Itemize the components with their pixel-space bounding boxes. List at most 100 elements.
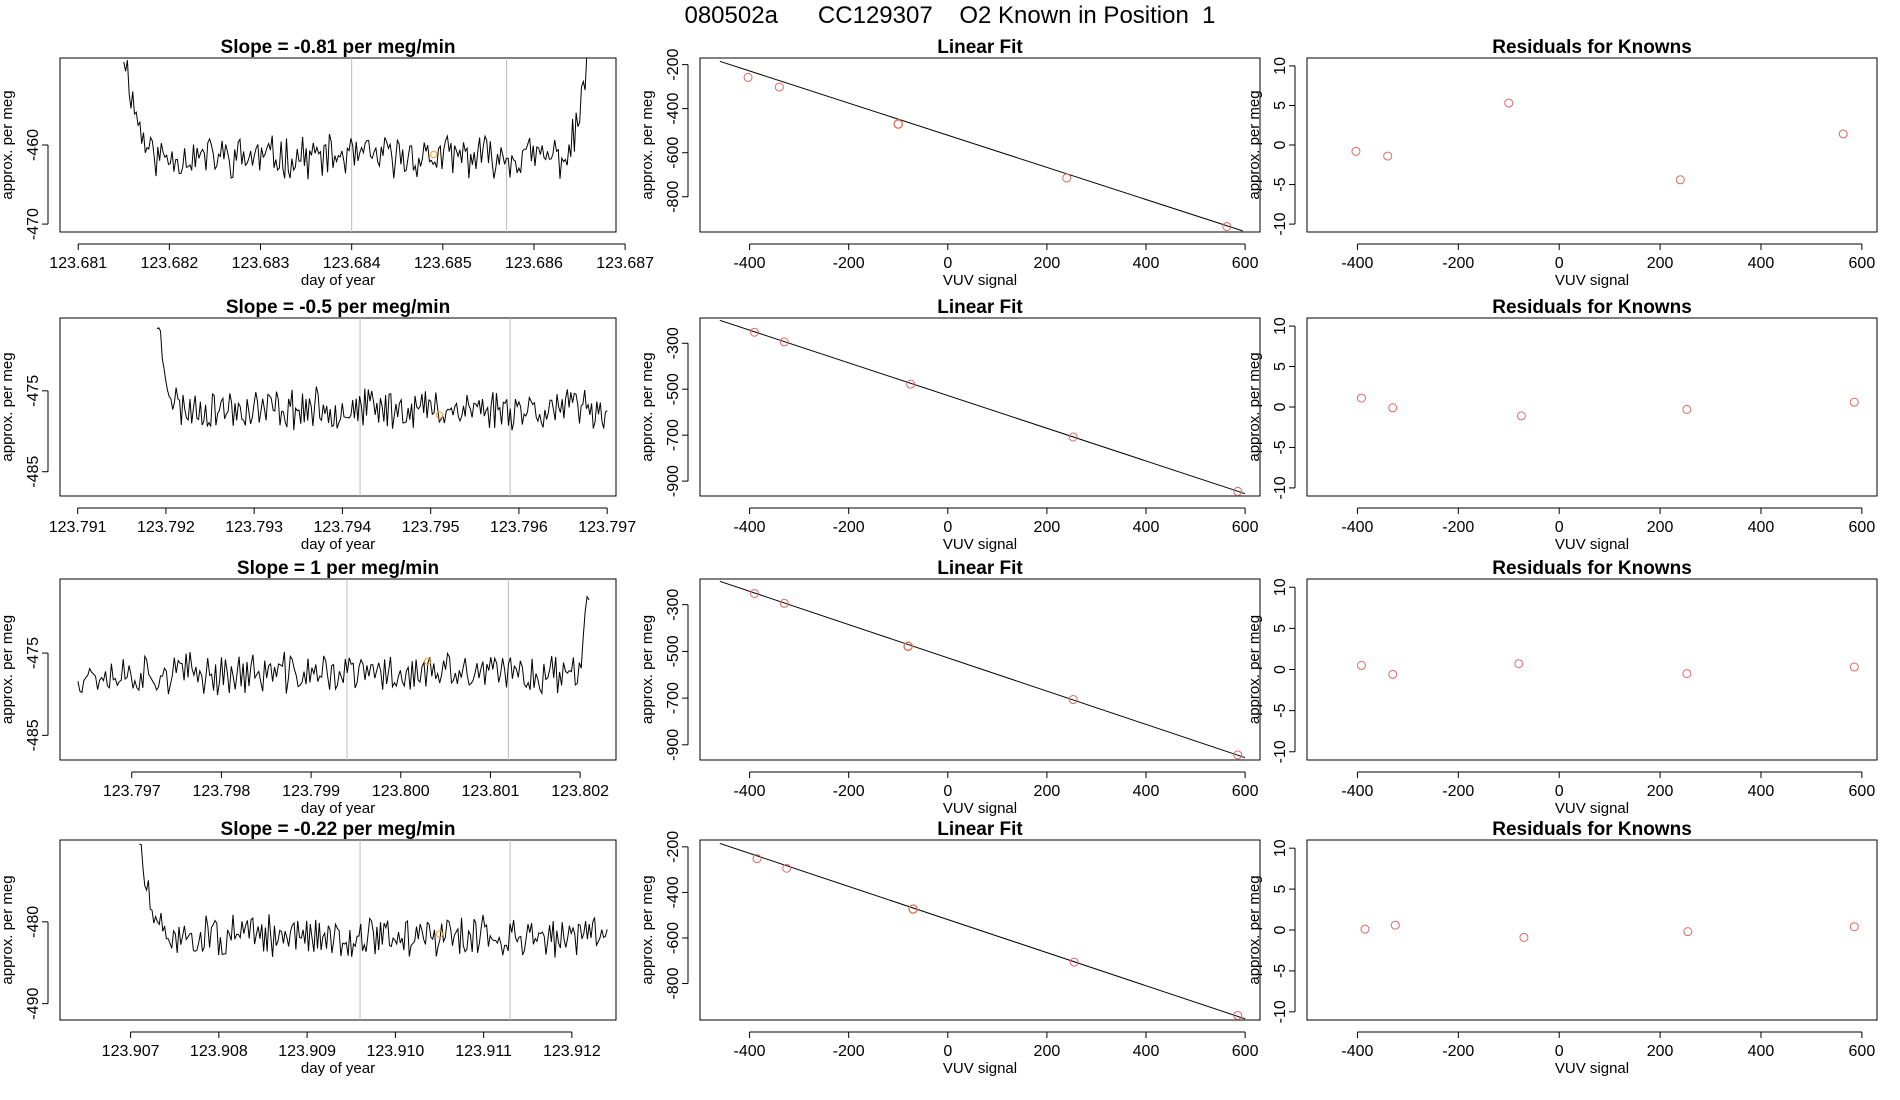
y-axis-label: approx. per meg <box>1246 352 1263 461</box>
known-point <box>1514 659 1524 669</box>
x-tick-label: 400 <box>1748 519 1775 536</box>
x-tick-label: 600 <box>1232 519 1259 536</box>
plot-frame <box>1306 578 1878 761</box>
x-tick-label: 200 <box>1034 1043 1061 1060</box>
plot-frame <box>699 317 1261 497</box>
known-point <box>1838 129 1848 139</box>
known-point <box>1356 660 1366 670</box>
plot-frame <box>59 57 617 233</box>
known-point <box>1068 432 1078 442</box>
y-tick-label: -5 <box>1272 964 1289 978</box>
x-tick-label: -400 <box>734 255 766 272</box>
x-tick-label: 600 <box>1232 255 1259 272</box>
y-axis-label: approx. per meg <box>0 615 16 724</box>
y-tick-label: -400 <box>665 876 682 908</box>
y-tick-label: -5 <box>1272 177 1289 191</box>
x-axis-label: day of year <box>301 800 375 817</box>
x-tick-label: -200 <box>833 783 865 800</box>
y-tick-label: 5 <box>1272 885 1289 894</box>
x-tick-label: 200 <box>1647 519 1674 536</box>
known-point <box>1233 486 1243 496</box>
figure-title: 080502a CC129307 O2 Known in Position 1 <box>684 2 1216 29</box>
x-tick-label: 600 <box>1232 1043 1259 1060</box>
x-axis-label: VUV signal <box>943 1060 1017 1077</box>
known-point <box>1233 750 1243 760</box>
plot-frame <box>59 317 617 497</box>
y-tick-label: 5 <box>1272 362 1289 371</box>
x-tick-label: 400 <box>1748 255 1775 272</box>
y-tick-label: -800 <box>665 181 682 213</box>
plot-frame <box>1306 317 1878 497</box>
plot-frame <box>699 57 1261 233</box>
x-tick-label: 123.681 <box>49 255 107 272</box>
x-axis-label: VUV signal <box>943 536 1017 553</box>
y-axis-label: approx. per meg <box>0 352 16 461</box>
x-tick-label: 400 <box>1748 1043 1775 1060</box>
known-point <box>1356 393 1366 403</box>
y-tick-label: -800 <box>665 967 682 999</box>
plot-frame <box>1306 839 1878 1021</box>
known-point <box>893 119 903 129</box>
x-tick-label: 123.907 <box>102 1043 160 1060</box>
plot-frame <box>59 839 617 1021</box>
x-tick-label: 123.802 <box>551 783 609 800</box>
x-tick-label: 600 <box>1849 255 1876 272</box>
plot-title: Slope = -0.81 per meg/min <box>221 37 456 58</box>
x-tick-label: 123.682 <box>140 255 198 272</box>
y-tick-label: -200 <box>665 48 682 80</box>
y-axis-label: approx. per meg <box>1246 90 1263 199</box>
y-tick-label: -900 <box>665 729 682 761</box>
y-tick-label: 5 <box>1272 624 1289 633</box>
x-tick-label: 123.794 <box>313 519 371 536</box>
known-point <box>1849 397 1859 407</box>
known-point <box>1388 669 1398 679</box>
known-point <box>903 641 913 651</box>
plot-title: Linear Fit <box>937 297 1023 318</box>
y-tick-label: -600 <box>665 922 682 954</box>
y-tick-label: 0 <box>1272 140 1289 149</box>
y-tick-label: -485 <box>25 456 42 488</box>
y-tick-label: -300 <box>665 589 682 621</box>
x-tick-label: 400 <box>1133 255 1160 272</box>
y-tick-label: -10 <box>1272 740 1289 763</box>
x-tick-label: 123.795 <box>402 519 460 536</box>
x-tick-label: 400 <box>1133 519 1160 536</box>
x-axis-label: VUV signal <box>1555 536 1629 553</box>
plot-frame <box>699 839 1261 1021</box>
y-tick-label: -300 <box>665 327 682 359</box>
x-tick-label: -400 <box>1341 519 1373 536</box>
fit-line <box>719 60 1243 232</box>
signal-trace <box>123 58 588 180</box>
x-tick-label: 123.686 <box>505 255 563 272</box>
known-point <box>1360 924 1370 934</box>
known-point <box>1383 151 1393 161</box>
y-tick-label: 0 <box>1272 665 1289 674</box>
y-tick-label: 10 <box>1272 317 1289 335</box>
x-tick-label: -200 <box>1442 1043 1474 1060</box>
plot-frame <box>1306 57 1878 233</box>
y-axis-label: approx. per meg <box>0 875 16 984</box>
x-axis-label: day of year <box>301 272 375 289</box>
y-tick-label: -400 <box>665 93 682 125</box>
x-tick-label: 400 <box>1133 1043 1160 1060</box>
y-tick-label: -700 <box>665 419 682 451</box>
x-tick-label: 400 <box>1133 783 1160 800</box>
x-tick-label: 0 <box>1555 255 1564 272</box>
y-tick-label: -475 <box>25 637 42 669</box>
fit-line <box>719 580 1246 759</box>
x-tick-label: 200 <box>1034 255 1061 272</box>
plot-frame <box>699 578 1261 761</box>
x-tick-label: 123.911 <box>455 1043 512 1060</box>
sample-marker <box>435 411 444 419</box>
x-tick-label: -400 <box>734 1043 766 1060</box>
signal-trace <box>77 595 590 696</box>
x-tick-label: 200 <box>1647 255 1674 272</box>
known-point <box>906 379 916 389</box>
x-axis-label: VUV signal <box>1555 800 1629 817</box>
x-tick-label: 200 <box>1034 519 1061 536</box>
y-tick-label: -700 <box>665 682 682 714</box>
known-point <box>1069 957 1079 967</box>
sample-marker <box>435 930 444 938</box>
y-axis-label: approx. per meg <box>639 352 656 461</box>
